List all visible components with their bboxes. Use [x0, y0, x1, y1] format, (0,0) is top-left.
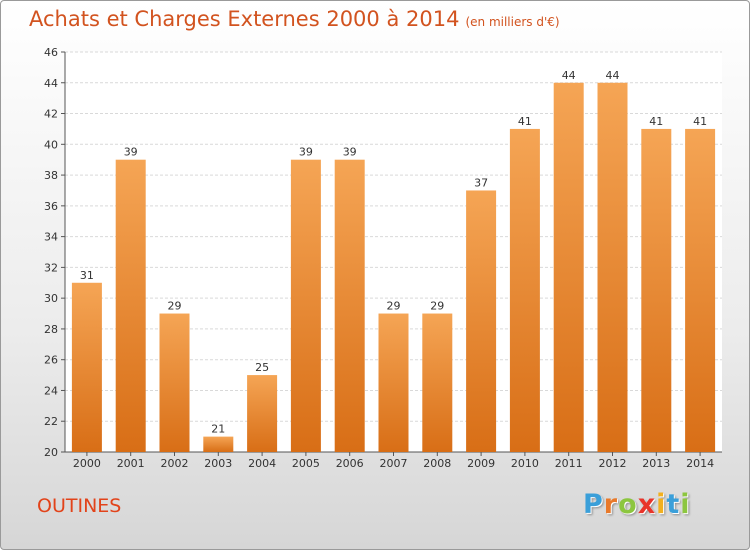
bar-value-label: 44 [562, 69, 576, 82]
bar [466, 190, 497, 452]
bar [509, 128, 540, 452]
x-tick-label: 2011 [555, 457, 583, 470]
y-tick-label: 30 [44, 292, 58, 305]
y-tick-label: 26 [44, 354, 58, 367]
y-tick-label: 34 [44, 231, 58, 244]
bar [334, 159, 365, 452]
logo-letter: t [666, 489, 681, 520]
bar [115, 159, 146, 452]
bar [290, 159, 321, 452]
y-tick-label: 28 [44, 323, 58, 336]
chart-title: Achats et Charges Externes 2000 à 2014 (e… [29, 7, 560, 31]
y-tick-label: 24 [44, 384, 58, 397]
bar [597, 82, 628, 453]
x-tick-label: 2009 [467, 457, 495, 470]
y-tick-label: 36 [44, 200, 58, 213]
x-tick-label: 2001 [117, 457, 145, 470]
bar-value-label: 29 [430, 300, 444, 313]
x-tick-label: 2008 [423, 457, 451, 470]
bar [685, 128, 716, 452]
bar-value-label: 31 [80, 269, 94, 282]
logo-letter: P [583, 489, 604, 520]
y-tick-label: 42 [44, 108, 58, 121]
bar-value-label: 39 [343, 146, 357, 159]
bar-value-label: 41 [649, 115, 663, 128]
x-tick-label: 2003 [204, 457, 232, 470]
bar-value-label: 41 [693, 115, 707, 128]
bar [641, 128, 672, 452]
chart-title-text: Achats et Charges Externes 2000 à 2014 [29, 7, 460, 31]
chart-subtitle: (en milliers d'€) [465, 15, 560, 29]
y-tick-label: 22 [44, 415, 58, 428]
bar [247, 375, 278, 452]
y-tick-label: 38 [44, 169, 58, 182]
y-tick-label: 20 [44, 446, 58, 459]
y-tick-label: 40 [44, 138, 58, 151]
bar-value-label: 39 [124, 146, 138, 159]
y-tick-label: 32 [44, 261, 58, 274]
bar [71, 282, 102, 452]
x-tick-label: 2002 [161, 457, 189, 470]
logo-letter: i [680, 489, 691, 520]
bar-value-label: 44 [606, 69, 620, 82]
bar-value-label: 25 [255, 361, 269, 374]
logo-letter: o [618, 489, 638, 520]
bar-value-label: 21 [211, 423, 225, 436]
bar [203, 436, 234, 452]
x-tick-label: 2006 [336, 457, 364, 470]
x-tick-label: 2007 [380, 457, 408, 470]
commune-name: OUTINES [37, 495, 122, 517]
bar [422, 313, 453, 452]
x-tick-label: 2000 [73, 457, 101, 470]
logo-letter: r [603, 489, 619, 520]
x-tick-label: 2004 [248, 457, 276, 470]
x-tick-label: 2013 [642, 457, 670, 470]
bar [378, 313, 409, 452]
y-tick-label: 44 [44, 77, 58, 90]
bar [553, 82, 584, 453]
bar-value-label: 29 [387, 300, 401, 313]
bar-value-label: 29 [168, 300, 182, 313]
bar-value-label: 41 [518, 115, 532, 128]
x-tick-label: 2012 [599, 457, 627, 470]
logo-letter: x [637, 489, 657, 520]
bar-value-label: 39 [299, 146, 313, 159]
y-tick-label: 46 [44, 46, 58, 59]
bar-value-label: 37 [474, 176, 488, 189]
logo-letter: i [656, 489, 667, 520]
bar [159, 313, 190, 452]
x-tick-label: 2014 [686, 457, 714, 470]
x-tick-label: 2005 [292, 457, 320, 470]
x-tick-label: 2010 [511, 457, 539, 470]
proxiti-logo: Proxiti [583, 489, 691, 520]
